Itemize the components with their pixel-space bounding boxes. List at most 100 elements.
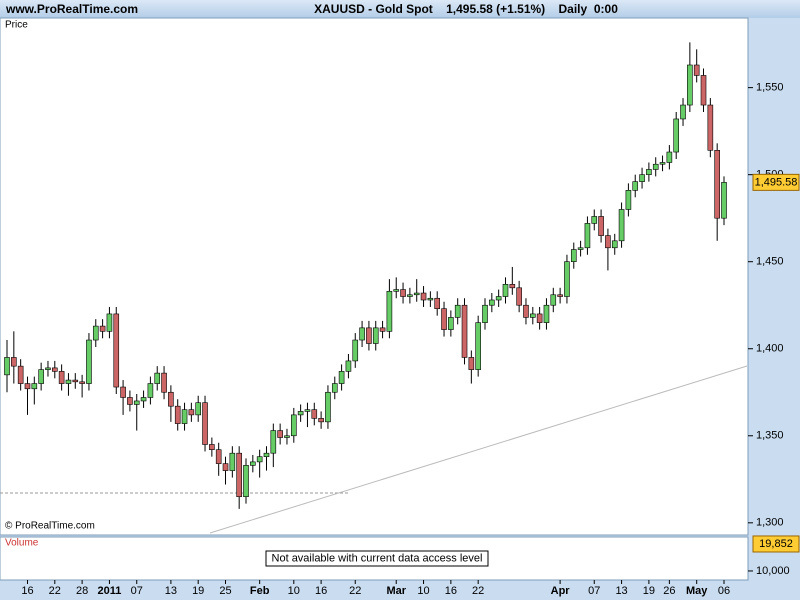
candle-body [434,297,441,310]
candle-body [11,357,17,367]
candle-body [448,317,454,330]
candle-body [45,367,51,370]
candle-body [693,64,700,76]
candle-body [181,409,188,424]
x-tick-label: 19 [643,585,655,597]
candle-body [372,327,379,344]
candle-body [707,104,714,151]
candle-body [611,240,618,249]
x-tick-label: 07 [588,585,600,597]
candle-body [413,292,420,296]
candle-body [359,327,365,341]
candle-body [154,372,161,384]
last-price-box [752,173,800,191]
candle-body [188,409,195,416]
x-tick-label: 13 [165,585,177,597]
candle-body [38,369,44,384]
volume-last-box [752,535,800,553]
candle-body [140,397,147,402]
candle-body [570,249,577,263]
x-tick-label: Mar [386,585,406,597]
candle-body [714,149,720,219]
candle-body [250,461,256,466]
candle-body [393,289,400,292]
candle-body [495,296,502,301]
candle-body [468,357,475,370]
candle-body [51,367,58,372]
candle-body [72,379,79,383]
x-tick-label: Apr [551,585,571,597]
candle-body [646,169,652,175]
candle-body [297,411,304,416]
x-tick-label: 16 [21,585,33,597]
candle-body [31,383,38,390]
volume-note: Not available with current data access l… [272,552,483,564]
x-tick-label: 22 [349,585,361,597]
candle-body [366,327,372,344]
x-tick-label: 22 [49,585,61,597]
candle-body [584,223,591,249]
candle-body [420,292,427,301]
panel-label: Price [5,20,28,31]
x-tick-label: 13 [615,585,627,597]
y-tick-label: 1,400 [756,343,784,355]
candle-body [284,435,290,438]
candle-body [557,294,563,297]
candle-body [639,174,645,182]
x-tick-label: 2011 [97,585,121,597]
candle-body [86,339,92,384]
candle-body [687,64,693,106]
candle-body [461,304,468,358]
candle-body [352,339,359,362]
candle-body [400,289,406,297]
candle-body [441,308,447,330]
candle-body [700,75,707,106]
candle-body [618,209,625,242]
candle-body [598,216,604,236]
candle-body [79,381,85,384]
candle-body [236,452,242,498]
candle-body [632,181,639,191]
candle-body [523,304,529,318]
candle-body [318,418,324,423]
candle-body [17,365,24,384]
candle-body [195,402,201,416]
candle-body [243,465,249,498]
candle-body [270,430,277,454]
y-tick-label: 1,350 [756,430,784,442]
x-tick-label: May [686,585,708,597]
volume-tick-label: 10,000 [756,565,790,577]
candle-body [229,452,236,471]
x-tick-label: 25 [219,585,231,597]
candle-body [386,290,393,332]
candle-body [92,325,99,341]
candle-body [489,299,495,306]
candle-body [529,313,536,318]
candle-body [311,409,318,419]
copyright: © ProRealTime.com [5,521,95,532]
y-tick-label: 1,300 [756,517,784,529]
x-tick-label: 10 [288,585,300,597]
candle-body [133,400,140,405]
x-tick-label: Feb [250,585,270,597]
candle-body [673,118,680,153]
candle-body [509,284,516,289]
candle-body [427,297,434,301]
candle-body [475,322,481,370]
candle-body [263,452,270,457]
x-tick-label: 26 [663,585,675,597]
volume-last-label: 19,852 [759,538,793,550]
x-tick-label: 10 [417,585,429,597]
note-box [265,550,489,567]
candle-body [407,294,413,297]
candle-body [625,190,632,210]
candle-body [161,372,167,393]
y-tick-label: 1,550 [756,82,784,94]
price-panel [0,17,749,536]
x-tick-label: 19 [192,585,204,597]
candle-body [338,371,345,384]
candle-body [331,383,338,393]
header-title: XAUUSD - Gold Spot 1,495.58 (+1.51%) Dai… [314,2,618,16]
candle-body [605,235,611,249]
